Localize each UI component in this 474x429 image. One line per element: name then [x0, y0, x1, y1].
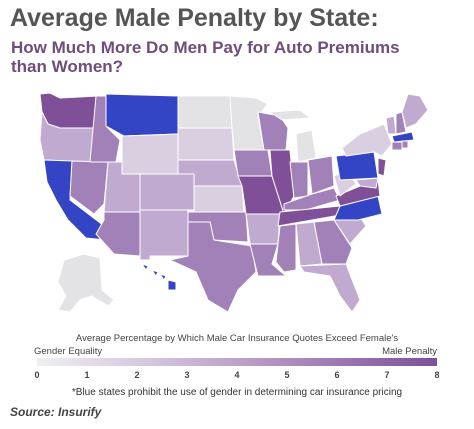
- state-ohio: [307, 155, 335, 195]
- state-mississippi: [275, 223, 297, 273]
- legend-tick: 6: [334, 370, 340, 380]
- state-vermont: [385, 115, 397, 135]
- legend-tick: 7: [384, 370, 390, 380]
- state-kansas: [193, 185, 245, 213]
- state-colorado: [139, 173, 195, 211]
- state-maryland: [355, 177, 379, 189]
- state-new-mexico: [139, 209, 189, 261]
- state-massachusetts: [391, 131, 415, 143]
- state-alaska: [57, 253, 115, 313]
- state-texas: [169, 221, 257, 313]
- state-washington: [39, 92, 99, 129]
- legend-tick: 4: [234, 370, 240, 380]
- state-pennsylvania: [335, 151, 379, 181]
- state-hawaii-big: [167, 279, 177, 291]
- legend-tick: 3: [184, 370, 190, 380]
- state-louisiana: [249, 243, 287, 277]
- legend-tick: 5: [284, 370, 290, 380]
- state-montana: [105, 93, 179, 137]
- state-new-york: [341, 123, 393, 157]
- state-hawaii-islands: [141, 263, 167, 281]
- legend-ticks: 0 1 2 3 4 5 6 7 8: [34, 370, 440, 382]
- state-north-dakota: [177, 95, 233, 129]
- legend-tick: 8: [434, 370, 440, 380]
- legend-right-label: Male Penalty: [382, 346, 437, 357]
- us-state-map: [39, 92, 429, 313]
- state-maine: [401, 93, 429, 129]
- legend-title: Average Percentage by Which Male Car Ins…: [75, 333, 399, 344]
- state-rhode-island: [401, 140, 409, 149]
- legend-tick: 1: [84, 370, 90, 380]
- state-wyoming: [121, 133, 179, 175]
- legend-tick: 0: [34, 370, 40, 380]
- state-new-jersey: [377, 157, 387, 177]
- state-south-dakota: [177, 127, 235, 161]
- state-connecticut: [391, 141, 403, 151]
- state-iowa: [233, 149, 273, 177]
- source-credit: Source: Insurify: [10, 405, 102, 419]
- state-michigan-upper: [269, 109, 311, 121]
- legend-tick: 2: [134, 370, 140, 380]
- state-arizona: [95, 211, 141, 257]
- chart-subtitle: How Much More Do Men Pay for Auto Premiu…: [11, 38, 400, 76]
- state-michigan: [295, 129, 317, 163]
- footnote: *Blue states prohibit the use of gender …: [71, 387, 403, 398]
- legend-color-bar: [37, 358, 437, 366]
- state-arkansas: [245, 213, 281, 245]
- state-georgia: [313, 219, 353, 265]
- state-new-hampshire: [395, 111, 407, 135]
- legend-left-label: Gender Equality: [34, 346, 103, 357]
- chart-title: Average Male Penalty by State:: [10, 4, 379, 32]
- state-florida: [299, 263, 361, 313]
